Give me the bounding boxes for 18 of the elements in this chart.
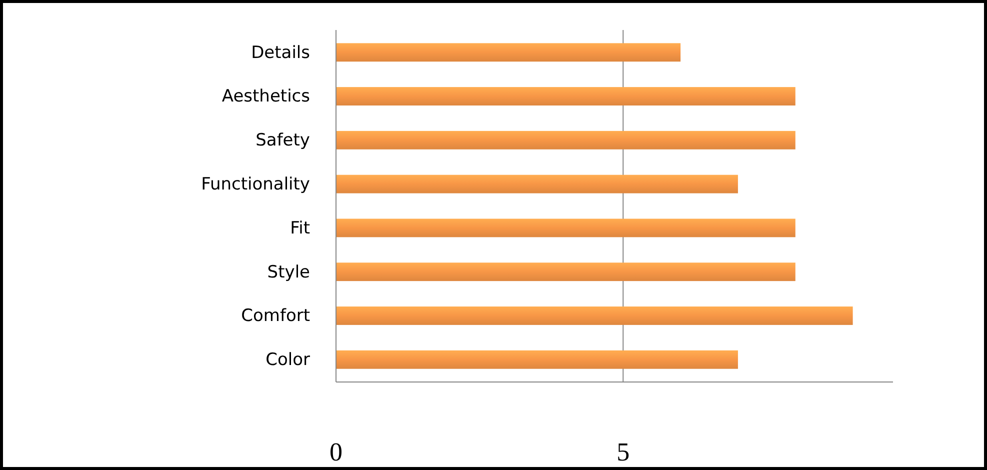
bar	[336, 350, 738, 369]
y-tick-label: Color	[266, 350, 310, 370]
y-tick-label: Aesthetics	[222, 86, 310, 107]
y-tick-label: Functionality	[201, 174, 310, 194]
x-tick-label: 5	[616, 437, 630, 466]
y-tick-label: Safety	[256, 130, 310, 151]
y-tick-label: Fit	[290, 218, 310, 238]
bar	[336, 306, 853, 325]
y-tick-label: Comfort	[241, 306, 310, 326]
y-tick-label: Details	[251, 42, 310, 63]
bar	[336, 87, 796, 106]
bar	[336, 218, 796, 238]
y-tick-label: Style	[267, 262, 310, 282]
bar	[336, 262, 796, 282]
x-tick-label: 0	[330, 437, 342, 466]
bar	[336, 174, 738, 194]
bar	[336, 43, 681, 62]
bar	[336, 130, 796, 150]
